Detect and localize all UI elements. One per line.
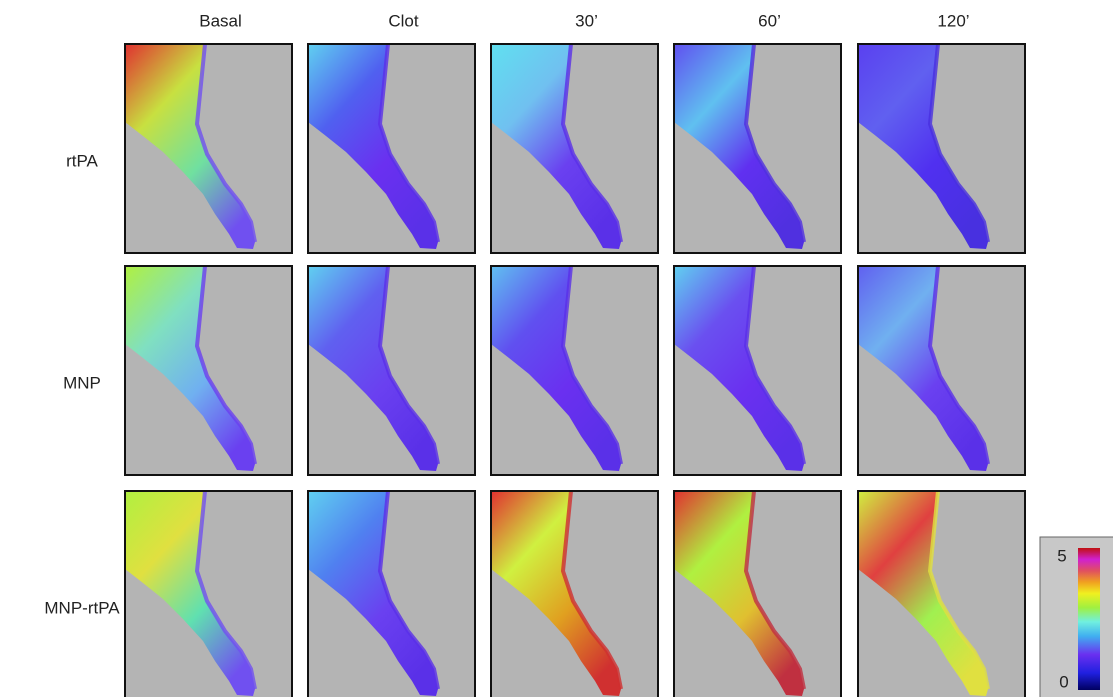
panel <box>308 44 475 253</box>
figure: 5 0 Basal Clot 30’ 60’ 120’ rtPA MNP MNP-rtPA <box>0 0 1113 697</box>
column-header: Clot <box>388 11 419 30</box>
column-header: 30’ <box>575 11 598 30</box>
panel <box>308 491 475 697</box>
panel <box>491 44 658 253</box>
panel <box>858 491 1025 697</box>
panel <box>125 491 292 697</box>
panel <box>858 44 1025 253</box>
panel <box>858 266 1025 475</box>
panel-grid <box>125 44 1025 697</box>
panel <box>674 266 841 475</box>
colorbar-min: 0 <box>1059 672 1068 691</box>
row-label: MNP <box>63 373 101 392</box>
panel <box>308 266 475 475</box>
panel <box>491 266 658 475</box>
panel <box>674 491 841 697</box>
column-header: 120’ <box>937 11 969 30</box>
column-header: 60’ <box>758 11 781 30</box>
colorbar-box <box>1040 537 1113 697</box>
panel <box>125 44 292 253</box>
panel <box>491 491 658 697</box>
row-label: rtPA <box>66 151 98 170</box>
column-header: Basal <box>199 11 242 30</box>
panel <box>125 266 292 475</box>
colorbar-max: 5 <box>1057 546 1066 565</box>
row-label: MNP-rtPA <box>44 598 120 617</box>
page: 5 0 BasalClot30’60’120’rtPAMNPMNP-rtPA (… <box>0 0 1113 697</box>
colorbar <box>1078 548 1100 690</box>
panel <box>674 44 841 253</box>
